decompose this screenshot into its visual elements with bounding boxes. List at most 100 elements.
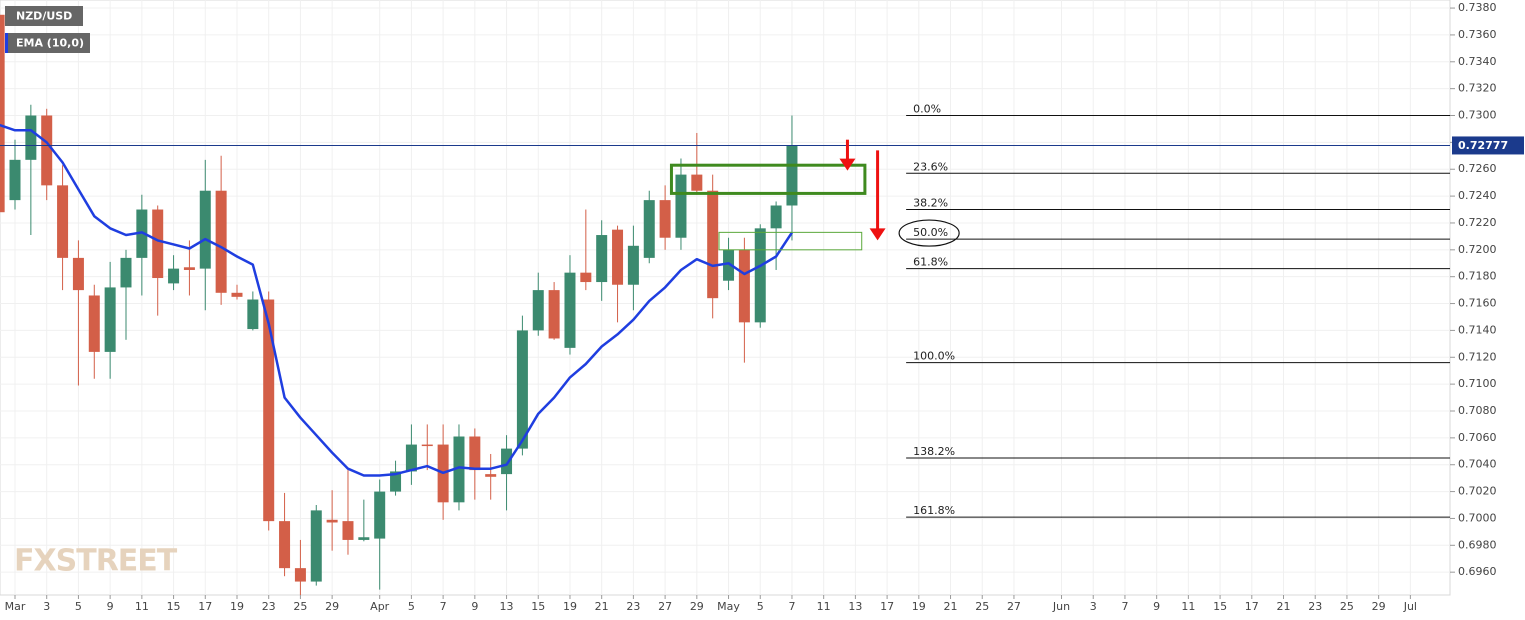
x-tick-label: 9 (471, 600, 478, 613)
fib-label: 23.6% (913, 160, 948, 173)
x-tick-label: Jun (1052, 600, 1070, 613)
y-tick-label: 0.7160 (1458, 297, 1497, 310)
y-tick-label: 0.7120 (1458, 350, 1497, 363)
ema-line (0, 123, 794, 477)
x-tick-label: 17 (1245, 600, 1259, 613)
y-tick-label: 0.7320 (1458, 82, 1497, 95)
y-tick-label: 0.7060 (1458, 431, 1497, 444)
candle-body (532, 290, 544, 331)
candle-body (168, 268, 180, 284)
candle-body (88, 295, 100, 352)
x-tick-label: 13 (848, 600, 862, 613)
indicator-swatch (5, 33, 8, 53)
y-tick-label: 0.7100 (1458, 377, 1497, 390)
x-tick-label: 7 (440, 600, 447, 613)
x-tick-label: 11 (817, 600, 831, 613)
x-tick-label: 29 (1372, 600, 1386, 613)
candle-body (263, 299, 275, 522)
x-tick-label: 13 (500, 600, 514, 613)
x-tick-label: 7 (788, 600, 795, 613)
candle-body (326, 519, 338, 523)
candle-body (199, 190, 211, 269)
x-tick-label: 11 (1181, 600, 1195, 613)
candle-body (25, 115, 37, 160)
x-tick-label: 15 (167, 600, 181, 613)
x-tick-label: 19 (912, 600, 926, 613)
candle-body (548, 290, 560, 339)
y-tick-label: 0.7040 (1458, 458, 1497, 471)
zone-box (669, 163, 867, 195)
x-tick-label: Jul (1403, 600, 1417, 613)
x-tick-label: 27 (658, 600, 672, 613)
candle-body (342, 521, 354, 540)
candle-body (310, 510, 322, 582)
highlight-ellipse (898, 219, 960, 247)
fib-label: 138.2% (913, 445, 955, 458)
candle-body (738, 249, 750, 323)
title-badge (5, 6, 83, 26)
y-tick-label: 0.7000 (1458, 511, 1497, 524)
x-tick-label: 25 (1340, 600, 1354, 613)
y-tick-label: 0.7380 (1458, 1, 1497, 14)
candle-body (358, 537, 370, 540)
candle-body (9, 159, 21, 201)
candle-body (770, 205, 782, 229)
fib-label: 61.8% (913, 256, 948, 269)
y-tick-label: 0.7200 (1458, 243, 1497, 256)
last-price-badge (1452, 136, 1524, 155)
candle-body (72, 257, 84, 291)
y-tick-label: 0.7220 (1458, 216, 1497, 229)
x-tick-label: Apr (370, 600, 390, 613)
x-tick-label: May (717, 600, 740, 613)
x-tick-label: 21 (944, 600, 958, 613)
x-tick-label: 5 (757, 600, 764, 613)
y-tick-label: 0.7300 (1458, 109, 1497, 122)
x-tick-label: 3 (43, 600, 50, 613)
candle-body (183, 267, 195, 270)
candle-body (596, 235, 608, 283)
candle-body (580, 272, 592, 283)
candle-body (247, 299, 259, 330)
arrow-head (869, 228, 886, 241)
x-tick-label: 25 (975, 600, 989, 613)
candle-body (675, 174, 687, 238)
candle-body (516, 330, 528, 449)
plot-area (0, 0, 1451, 596)
marks (0, 14, 798, 595)
fib-label: 0.0% (913, 103, 941, 116)
candle-body (215, 190, 227, 293)
x-tick-label: 5 (75, 600, 82, 613)
y-tick-label: 0.7080 (1458, 404, 1497, 417)
candle-body (374, 491, 386, 539)
candle-body (57, 185, 69, 258)
candle-body (0, 14, 5, 213)
overlay: 0.72777 0.0% 23.6% 38.2% 50.0% 61.8% 100.0% 138… (0, 103, 1524, 518)
x-tick-label: 19 (563, 600, 577, 613)
fib-label: 100.0% (913, 350, 955, 363)
x-tick-label: 3 (1090, 600, 1097, 613)
x-tick-label: 15 (1213, 600, 1227, 613)
candle-body (405, 444, 417, 472)
chart-title: NZD/USD (16, 10, 72, 23)
candle-body (120, 257, 132, 288)
y-tick-label: 0.7240 (1458, 189, 1497, 202)
candle-body (279, 521, 291, 569)
candle-body (691, 174, 703, 191)
x-tick-label: 23 (262, 600, 276, 613)
candle-body (469, 436, 481, 471)
x-tick-label: 17 (198, 600, 212, 613)
candle-body (41, 115, 53, 186)
candle-body (390, 471, 402, 492)
x-tick-label: 17 (880, 600, 894, 613)
candle-body (421, 444, 433, 447)
y-tick-label: 0.6960 (1458, 565, 1497, 578)
candle-body (294, 568, 306, 582)
fib-label: 50.0% (913, 226, 948, 239)
candle-body (723, 249, 735, 281)
x-tick-label: 9 (1153, 600, 1160, 613)
x-tick-label: 11 (135, 600, 149, 613)
candle-body (104, 287, 116, 352)
arrow-head (839, 158, 856, 171)
candle-body (453, 436, 465, 503)
